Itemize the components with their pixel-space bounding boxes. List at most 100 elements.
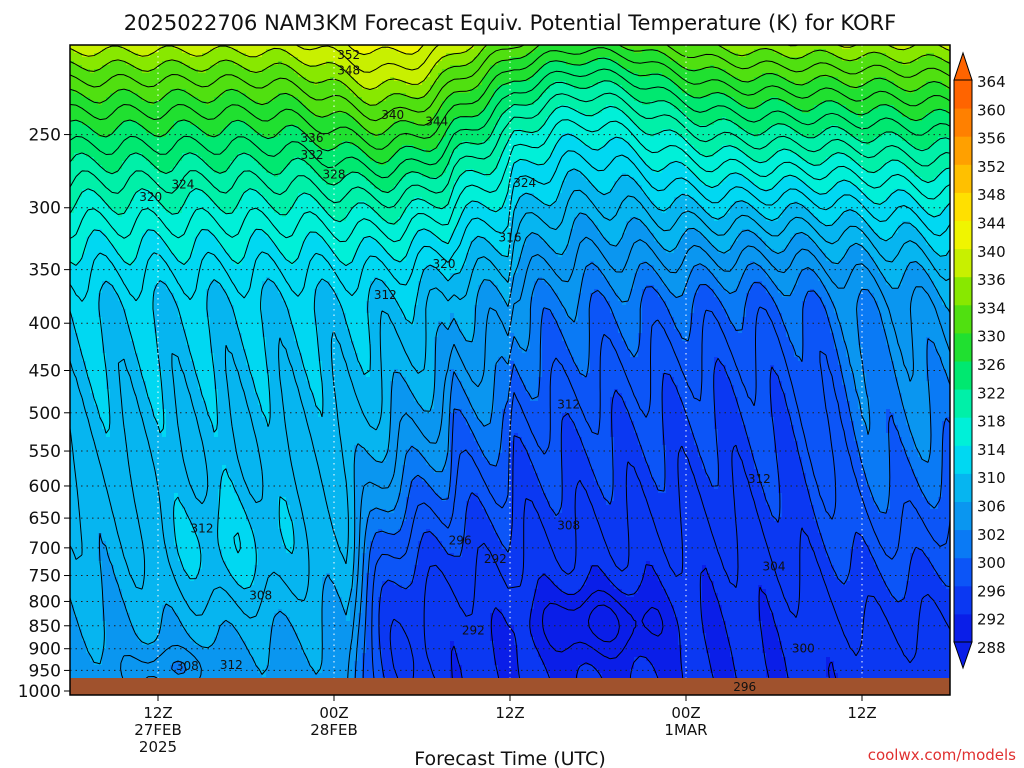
field-cell <box>250 133 255 138</box>
field-cell <box>250 77 255 82</box>
field-cell <box>462 109 467 114</box>
field-cell <box>746 57 751 62</box>
field-cell <box>742 49 747 54</box>
field-cell <box>614 125 619 130</box>
field-cell <box>134 117 139 122</box>
field-cell <box>938 77 943 82</box>
field-cell <box>338 133 343 138</box>
field-cell <box>774 65 779 70</box>
field-cell <box>414 101 419 106</box>
field-cell <box>146 121 151 126</box>
field-cell <box>478 73 483 78</box>
field-cell <box>654 125 659 130</box>
field-cell <box>402 69 407 74</box>
field-cell <box>738 57 743 62</box>
field-cell <box>554 117 559 122</box>
field-cell <box>670 121 675 126</box>
field-cell <box>134 129 139 134</box>
field-cell <box>870 61 875 66</box>
field-cell <box>938 85 943 90</box>
field-cell <box>806 113 811 118</box>
field-cell <box>486 49 491 54</box>
field-cell <box>402 85 407 90</box>
field-cell <box>850 53 855 58</box>
field-cell <box>570 101 575 106</box>
field-cell <box>802 61 807 66</box>
field-cell <box>562 77 567 82</box>
field-cell <box>610 73 615 78</box>
field-cell <box>110 49 115 54</box>
field-cell <box>326 89 331 94</box>
field-cell <box>766 77 771 82</box>
field-cell <box>378 77 383 82</box>
field-cell <box>422 97 427 102</box>
field-cell <box>470 77 475 82</box>
field-cell <box>654 69 659 74</box>
field-cell <box>862 73 867 78</box>
field-cell <box>718 85 723 90</box>
field-cell <box>750 81 755 86</box>
field-cell <box>558 73 563 78</box>
field-cell <box>238 129 243 134</box>
field-cell <box>270 125 275 130</box>
field-cell <box>414 77 419 82</box>
field-cell <box>186 61 191 66</box>
field-cell <box>918 93 923 98</box>
field-cell <box>922 61 927 66</box>
field-cell <box>334 81 339 86</box>
field-cell <box>822 105 827 110</box>
field-cell <box>670 85 675 90</box>
field-cell <box>130 129 135 134</box>
field-cell <box>114 133 119 138</box>
field-cell <box>634 69 639 74</box>
field-cell <box>206 57 211 62</box>
field-cell <box>114 93 119 98</box>
field-cell <box>234 57 239 62</box>
field-cell <box>138 101 143 106</box>
field-cell <box>926 117 931 122</box>
field-cell <box>418 105 423 110</box>
field-cell <box>86 105 91 110</box>
field-cell <box>362 73 367 78</box>
field-cell <box>470 49 475 54</box>
field-cell <box>258 125 263 130</box>
field-cell <box>658 77 663 82</box>
field-cell <box>298 77 303 82</box>
field-cell <box>418 129 423 134</box>
field-cell <box>486 77 491 82</box>
field-cell <box>182 125 187 130</box>
field-cell <box>178 105 183 110</box>
field-cell <box>110 105 115 110</box>
field-cell <box>322 125 327 130</box>
field-cell <box>86 93 91 98</box>
field-cell <box>262 97 267 102</box>
field-cell <box>842 85 847 90</box>
field-cell <box>710 113 715 118</box>
field-cell <box>410 125 415 130</box>
field-cell <box>366 61 371 66</box>
field-cell <box>482 101 487 106</box>
field-cell <box>914 77 919 82</box>
field-cell <box>578 81 583 86</box>
field-cell <box>534 117 539 122</box>
field-cell <box>114 97 119 102</box>
field-cell <box>418 101 423 106</box>
field-cell <box>374 113 379 118</box>
field-cell <box>854 129 859 134</box>
field-cell <box>446 61 451 66</box>
field-cell <box>282 81 287 86</box>
field-cell <box>578 101 583 106</box>
field-cell <box>706 73 711 78</box>
field-cell <box>450 85 455 90</box>
field-cell <box>82 77 87 82</box>
field-cell <box>306 53 311 58</box>
field-cell <box>522 125 527 130</box>
field-cell <box>898 53 903 58</box>
field-cell <box>658 109 663 114</box>
field-cell <box>326 109 331 114</box>
field-cell <box>118 101 123 106</box>
field-cell <box>342 101 347 106</box>
field-cell <box>478 117 483 122</box>
field-cell <box>790 77 795 82</box>
field-cell <box>778 113 783 118</box>
